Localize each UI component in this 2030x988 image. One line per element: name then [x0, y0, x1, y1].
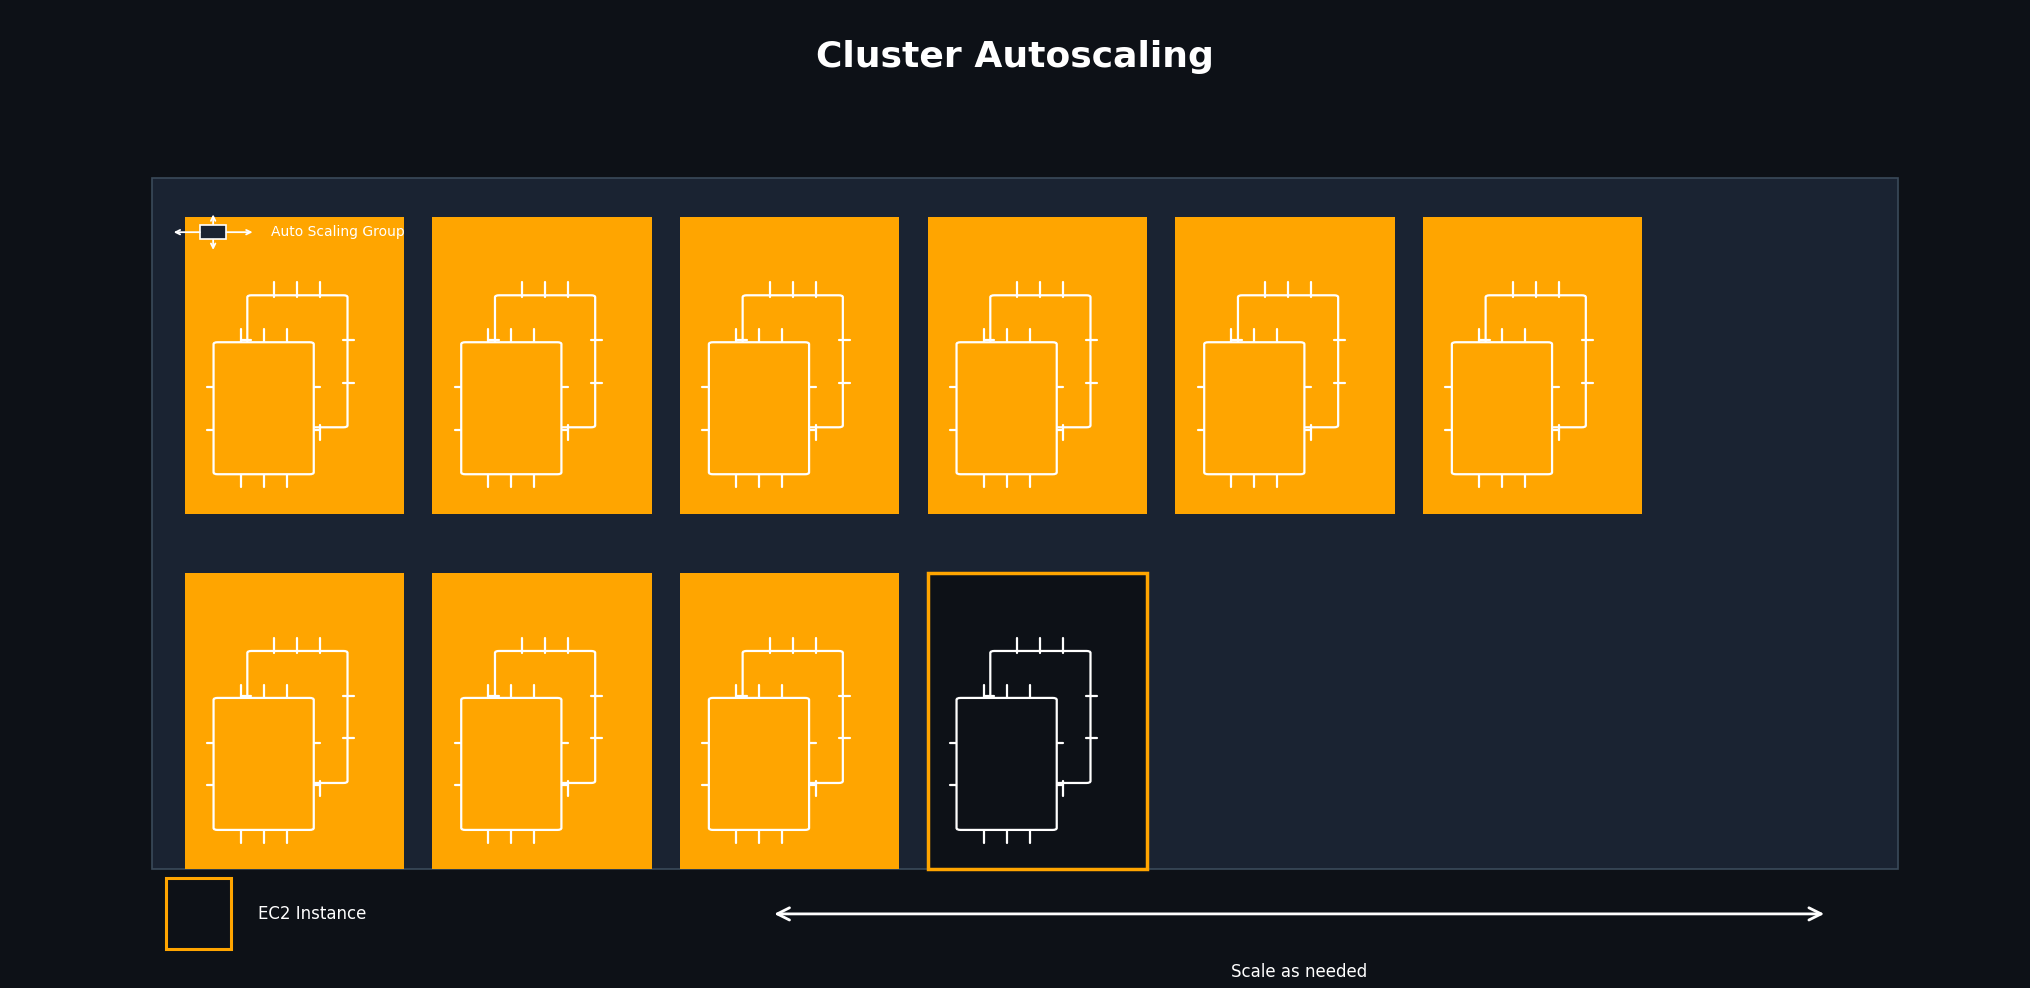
Bar [166, 878, 231, 949]
Bar [199, 225, 225, 239]
FancyBboxPatch shape [956, 698, 1058, 830]
FancyBboxPatch shape [213, 698, 315, 830]
FancyBboxPatch shape [956, 342, 1058, 474]
FancyBboxPatch shape [461, 698, 562, 830]
Bar [1423, 217, 1642, 514]
Bar [432, 217, 652, 514]
Text: Cluster Autoscaling: Cluster Autoscaling [816, 40, 1214, 73]
FancyBboxPatch shape [461, 342, 562, 474]
Bar [928, 217, 1147, 514]
Bar [1175, 217, 1395, 514]
Bar [928, 573, 1147, 869]
FancyBboxPatch shape [708, 698, 810, 830]
Bar [432, 573, 652, 869]
Bar [185, 573, 404, 869]
FancyBboxPatch shape [1451, 342, 1553, 474]
Bar [680, 217, 899, 514]
Text: Auto Scaling Group: Auto Scaling Group [272, 225, 404, 239]
Bar [185, 217, 404, 514]
FancyBboxPatch shape [1204, 342, 1305, 474]
Text: Scale as needed: Scale as needed [1230, 963, 1368, 981]
Bar [152, 178, 1898, 869]
Bar [680, 573, 899, 869]
FancyBboxPatch shape [213, 342, 315, 474]
Text: EC2 Instance: EC2 Instance [258, 905, 365, 923]
FancyBboxPatch shape [708, 342, 810, 474]
